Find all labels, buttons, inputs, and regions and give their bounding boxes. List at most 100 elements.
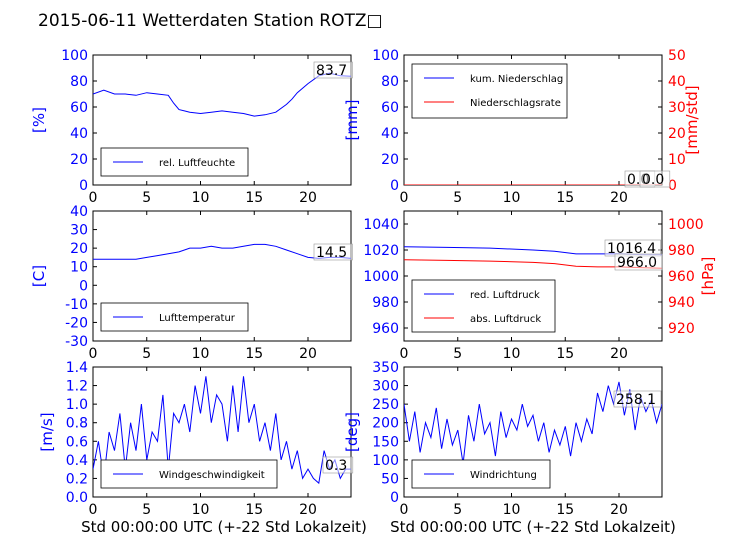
value-annotation: 14.5: [316, 245, 347, 261]
series-line-lufttemperatur: [93, 243, 351, 260]
legend-box: [411, 63, 568, 119]
y-tick-label: -30: [65, 334, 88, 350]
y-axis-label-right: [hPa]: [699, 257, 717, 296]
y-tick-label: 1000: [363, 269, 399, 285]
y-tick-label: 0.6: [66, 434, 88, 450]
value-annotation: 258.1: [616, 392, 656, 408]
value-annotation-box: [613, 390, 662, 408]
x-tick-label: 15: [556, 346, 574, 362]
series-line-windgeschwindigkeit: [93, 376, 351, 485]
y-axis-label: [C]: [30, 265, 48, 287]
x-tick-label: 20: [610, 346, 628, 362]
x-tick-label: 15: [245, 190, 263, 206]
y-tick-label: 0: [390, 178, 399, 194]
x-tick-label: 15: [556, 502, 574, 518]
x-tick-label: 0: [400, 190, 409, 206]
x-tick-label: 10: [503, 502, 521, 518]
y-tick-label: -20: [65, 315, 88, 331]
y-tick-label: 40: [70, 204, 88, 220]
x-tick-label: 5: [453, 502, 462, 518]
y-tick-label: 0.8: [66, 416, 88, 432]
y-tick-label: 80: [70, 74, 88, 90]
x-tick-label: 0: [400, 502, 409, 518]
y-tick-label: 20: [70, 152, 88, 168]
y-tick-label: 30: [70, 223, 88, 239]
y-tick-label-right: 920: [668, 321, 695, 337]
y-tick-label: 20: [381, 152, 399, 168]
y-tick-label: 20: [70, 241, 88, 257]
plot-frame: [92, 54, 352, 186]
legend-label: abs. Luftdruck: [470, 314, 541, 325]
panel-temperature: 0 5 10 15 20 -30 -20 -10 0 10 20 30 40 [C] Lufttempera…: [30, 204, 353, 362]
x-tick-label: 5: [142, 190, 151, 206]
y-tick-label: 80: [381, 74, 399, 90]
y-tick-label-right: 940: [668, 295, 695, 311]
value-annotation: 83.7: [316, 63, 347, 79]
plot-frame: [92, 366, 352, 498]
x-tick-label: 0: [89, 190, 98, 206]
y-tick-label: 40: [381, 126, 399, 142]
legend-label: Lufttemperatur: [159, 313, 236, 324]
y-tick-label: 1040: [363, 217, 399, 233]
plot-frame: [403, 366, 663, 498]
x-tick-label: 0: [89, 346, 98, 362]
y-axis-label: [deg]: [343, 412, 361, 452]
x-tick-label: 15: [556, 190, 574, 206]
value-annotation-box: [639, 170, 671, 188]
y-tick-label: 10: [70, 260, 88, 276]
y-tick-label: 150: [372, 434, 399, 450]
legend-box: [411, 279, 556, 333]
legend-label: rel. Luftfeuchte: [159, 158, 235, 169]
panel-pressure: 0 5 10 15 20 960 980 1000 1020 1040 920 940 960 980 10…: [363, 210, 717, 362]
value-annotation-box: [614, 253, 663, 271]
y-tick-label: 0.0: [66, 490, 88, 506]
y-tick-label: 960: [372, 321, 399, 337]
value-annotation: 1016.4: [607, 241, 656, 257]
value-annotation: 966.0: [617, 255, 657, 271]
y-tick-label-right: 1000: [668, 217, 704, 233]
series-line-windrichtung: [404, 381, 662, 464]
y-tick-label-right: 20: [668, 126, 686, 142]
x-tick-label: 20: [299, 346, 317, 362]
y-tick-label: 1020: [363, 243, 399, 259]
value-annotation-box: [313, 61, 353, 79]
y-tick-label: 0.2: [66, 471, 88, 487]
y-tick-label: 250: [372, 397, 399, 413]
x-axis-label-left: Std 00:00:00 UTC (+-22 Std Lokalzeit): [81, 518, 367, 536]
y-tick-label: 0: [79, 278, 88, 294]
x-axis-label-right: Std 00:00:00 UTC (+-22 Std Lokalzeit): [390, 518, 676, 536]
y-tick-label: 1.0: [66, 397, 88, 413]
y-tick-label: 200: [372, 416, 399, 432]
y-tick-label: 40: [70, 126, 88, 142]
x-tick-label: 5: [142, 346, 151, 362]
x-tick-label: 20: [299, 502, 317, 518]
y-tick-label: 1.4: [66, 360, 88, 376]
value-annotation: 0.3: [325, 458, 347, 474]
y-tick-label: -10: [65, 297, 88, 313]
x-tick-label: 0: [400, 346, 409, 362]
y-axis-label: [m/s]: [38, 412, 56, 451]
y-axis-label: [mm]: [343, 100, 361, 141]
y-tick-label-right: 0: [668, 178, 677, 194]
y-tick-label: 50: [381, 471, 399, 487]
y-tick-label-right: 40: [668, 74, 686, 90]
legend-label: Windrichtung: [470, 470, 537, 481]
legend-label: red. Luftdruck: [470, 290, 540, 301]
x-tick-label: 15: [245, 502, 263, 518]
x-tick-label: 15: [245, 346, 263, 362]
y-tick-label: 300: [372, 379, 399, 395]
y-tick-label: 60: [381, 100, 399, 116]
panel-humidity: 0 5 10 15 20 0 20 40 60 80 100 [%] rel. Luftfeuchte 8…: [30, 48, 353, 206]
x-tick-label: 10: [192, 502, 210, 518]
y-tick-label: 350: [372, 360, 399, 376]
x-tick-label: 10: [192, 190, 210, 206]
y-tick-label: 0: [390, 490, 399, 506]
x-tick-label: 0: [89, 502, 98, 518]
series-line-rel-luftfeuchte: [93, 72, 351, 117]
value-annotation: 0.0: [642, 172, 664, 188]
legend-label: Windgeschwindigkeit: [159, 470, 265, 481]
y-tick-label: 0: [79, 178, 88, 194]
y-tick-label: 100: [372, 453, 399, 469]
y-tick-label: 100: [372, 48, 399, 64]
